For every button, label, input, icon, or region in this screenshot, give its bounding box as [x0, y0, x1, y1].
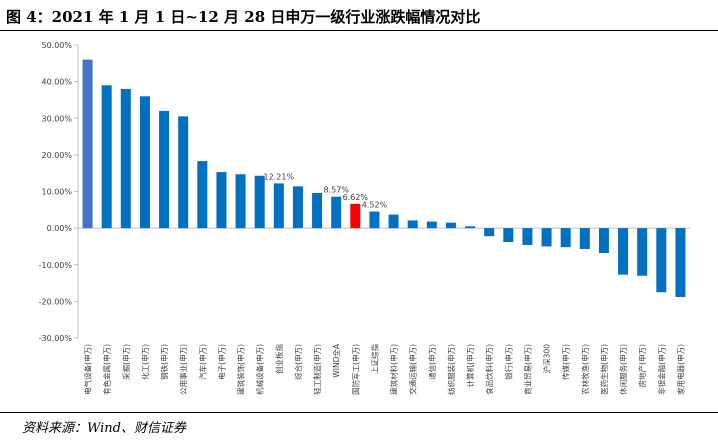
bar: [560, 228, 571, 248]
figure-title: 图 4：2021 年 1 月 1 日~12 月 28 日申万一级行业涨跌幅情况对…: [6, 8, 481, 26]
y-tick-label: -30.00%: [39, 334, 73, 343]
x-tick-label: 商业贸易(申万): [522, 344, 532, 395]
bar: [579, 228, 590, 250]
x-tick-label: 食品饮料(申万): [484, 344, 494, 395]
x-tick-label: 医药生物(申万): [599, 344, 609, 395]
x-tick-label: 电气设备(申万): [83, 344, 93, 395]
x-tick-label: 纺织服装(申万): [446, 344, 456, 395]
data-label: 4.52%: [362, 201, 388, 210]
bar: [273, 183, 284, 229]
bar: [407, 220, 418, 229]
bottom-rule: [0, 412, 718, 413]
x-tick-label: 国防军工(申万): [350, 344, 360, 395]
bar: [656, 228, 667, 293]
y-tick-label: 30.00%: [41, 114, 72, 123]
x-tick-label: WIND全A: [331, 343, 341, 378]
x-tick-label: 公用事业(申万): [178, 344, 188, 395]
x-tick-label: 建筑材料(申万): [389, 344, 399, 395]
x-tick-label: 计算机(申万): [465, 344, 475, 387]
bar: [637, 228, 648, 276]
bar: [388, 214, 399, 229]
x-tick-label: 有色金属(申万): [102, 344, 112, 395]
bar: [331, 196, 342, 229]
x-tick-label: 采掘(申万): [121, 344, 131, 380]
x-tick-label: 建筑装饰(申万): [236, 344, 246, 395]
bar: [503, 228, 514, 243]
x-tick-label: 钢铁(申万): [159, 344, 169, 380]
x-tick-label: 轻工制造(申万): [312, 344, 322, 395]
x-tick-label: 休闲服务(申万): [618, 344, 628, 395]
x-tick-label: 沪深300: [542, 344, 552, 374]
bar: [465, 226, 476, 229]
bar: [292, 186, 303, 229]
bar: [216, 172, 227, 229]
x-tick-label: 上证综指: [369, 344, 379, 374]
y-tick-label: -20.00%: [39, 297, 73, 306]
data-label: 12.21%: [264, 172, 295, 181]
bar: [235, 174, 246, 229]
x-tick-label: 房地产(申万): [637, 344, 647, 387]
bar: [618, 228, 629, 275]
bar: [350, 203, 361, 229]
bar: [426, 221, 437, 229]
bar: [675, 228, 686, 297]
bar-chart: -30.00% -20.00% -10.00% 0.00% 10.00% 20.00% 30…: [39, 41, 690, 395]
bar: [312, 192, 323, 229]
x-tick-label: 化工(申万): [140, 344, 150, 380]
x-tick-label: 交通运输(申万): [408, 344, 418, 395]
bar: [120, 88, 131, 229]
y-tick-label: 40.00%: [41, 78, 72, 87]
x-tick-label: 汽车(申万): [197, 344, 207, 380]
top-rule: [0, 30, 718, 31]
bar: [541, 228, 552, 247]
x-tick-label: 传媒(申万): [561, 344, 571, 380]
bar: [484, 228, 495, 237]
bar: [159, 110, 170, 229]
data-label: 6.62%: [343, 193, 369, 202]
y-tick-label: 50.00%: [41, 41, 72, 50]
x-tick-label: 综合(申万): [293, 344, 303, 380]
label-layer: 电气设备(申万) 有色金属(申万) 采掘(申万) 化工(申万) 钢铁(申万) 公用事业(申…: [83, 172, 686, 394]
bar: [369, 211, 380, 229]
source-note: 资料来源：Wind、财信证券: [22, 421, 186, 436]
y-tick-label: 10.00%: [41, 188, 72, 197]
x-tick-label: 机械设备(申万): [255, 344, 265, 395]
data-label: 8.57%: [323, 186, 349, 195]
x-tick-label: 家用电器(申万): [675, 344, 685, 395]
bar: [197, 161, 208, 229]
y-tick-label: 20.00%: [41, 151, 72, 160]
bar: [178, 116, 189, 229]
x-tick-label: 电子(申万): [216, 344, 226, 380]
x-tick-label: 银行(申万): [503, 344, 513, 380]
x-tick-label: 非银金融(申万): [656, 344, 666, 395]
bar: [254, 175, 265, 229]
bar: [445, 222, 456, 229]
bar: [82, 59, 93, 229]
y-tick-label: -10.00%: [39, 261, 73, 270]
bar: [522, 228, 533, 245]
bar: [139, 96, 150, 229]
x-tick-label: 通信(申万): [427, 344, 437, 380]
x-tick-label: 农林牧渔(申万): [580, 344, 590, 395]
bar: [101, 85, 112, 229]
y-tick-label: 0.00%: [47, 224, 73, 233]
bar: [598, 228, 609, 254]
x-tick-label: 创业板指: [274, 344, 284, 374]
bar-layer: [82, 59, 686, 297]
